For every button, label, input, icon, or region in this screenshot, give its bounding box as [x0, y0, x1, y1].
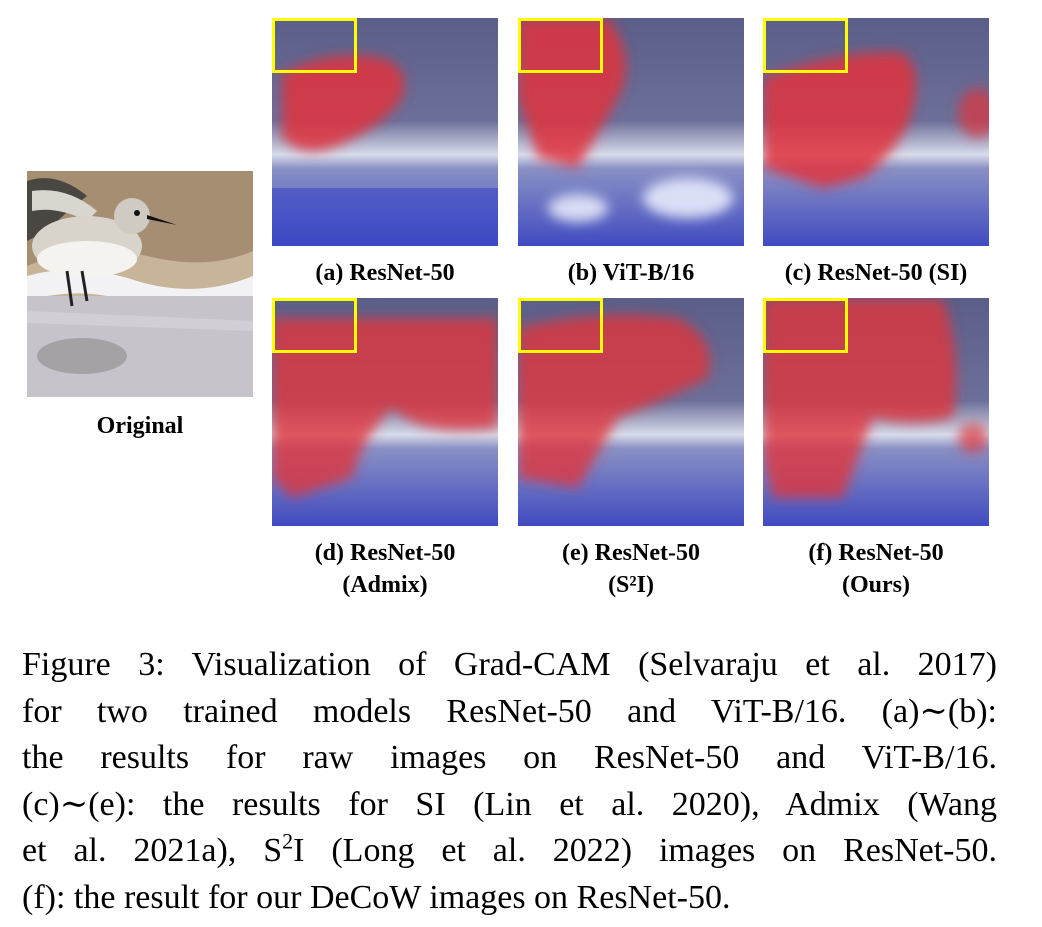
caption-d: (d) ResNet-50 (Admix)	[262, 537, 508, 601]
caption-f-line1: (f) ResNet-50	[808, 540, 944, 566]
caption-e-line1: (e) ResNet-50	[562, 540, 700, 566]
highlight-box	[518, 18, 603, 73]
panel-b-heatmap	[518, 18, 744, 246]
caption-d-line1: (d) ResNet-50	[314, 540, 456, 566]
figure-caption-line-6: (f): the result for our DeCoW images on …	[22, 878, 731, 916]
figure-caption-line-1: Figure 3: Visualization of Grad-CAM (Sel…	[22, 646, 997, 683]
original-photo	[27, 171, 253, 397]
figure-caption-line-5: et al. 2021a), S2I (Long et al. 2022) im…	[22, 828, 997, 875]
figure-caption-line-2: for two trained models ResNet-50 and ViT…	[22, 692, 997, 730]
figure-caption-line-4: (c)∼(e): the results for SI (Lin et al. …	[22, 785, 997, 823]
panel-f-heatmap	[763, 298, 989, 526]
caption-a: (a) ResNet-50	[315, 260, 455, 286]
panel-d-heatmap	[272, 298, 498, 526]
caption-f: (f) ResNet-50 (Ours)	[753, 537, 999, 601]
caption-c: (c) ResNet-50 (SI)	[784, 260, 968, 286]
panel-c-heatmap	[763, 18, 989, 246]
caption-e: (e) ResNet-50 (S²I)	[508, 537, 754, 601]
figure-caption-line-3: the results for raw images on ResNet-50 …	[22, 739, 997, 776]
panel-e-heatmap	[518, 298, 744, 526]
figure-caption: Figure 3: Visualization of Grad-CAM (Sel…	[22, 642, 997, 921]
caption-b: (b) ViT-B/16	[567, 260, 695, 286]
original-label: Original	[96, 413, 184, 439]
figure-caption-line-5-a: et al. 2021a), S	[22, 832, 283, 869]
caption-e-line2: (S²I)	[608, 572, 654, 598]
figure-caption-line-5-sup: 2	[282, 828, 294, 854]
highlight-box	[272, 18, 357, 73]
caption-d-line2: (Admix)	[342, 572, 428, 598]
highlight-box	[518, 298, 603, 353]
highlight-box	[763, 298, 848, 353]
figure-caption-line-5-b: I (Long et al. 2022) images on ResNet-50…	[293, 832, 997, 869]
caption-f-line2: (Ours)	[842, 572, 910, 598]
highlight-box	[272, 298, 357, 353]
panel-a-heatmap	[272, 18, 498, 246]
highlight-box	[763, 18, 848, 73]
